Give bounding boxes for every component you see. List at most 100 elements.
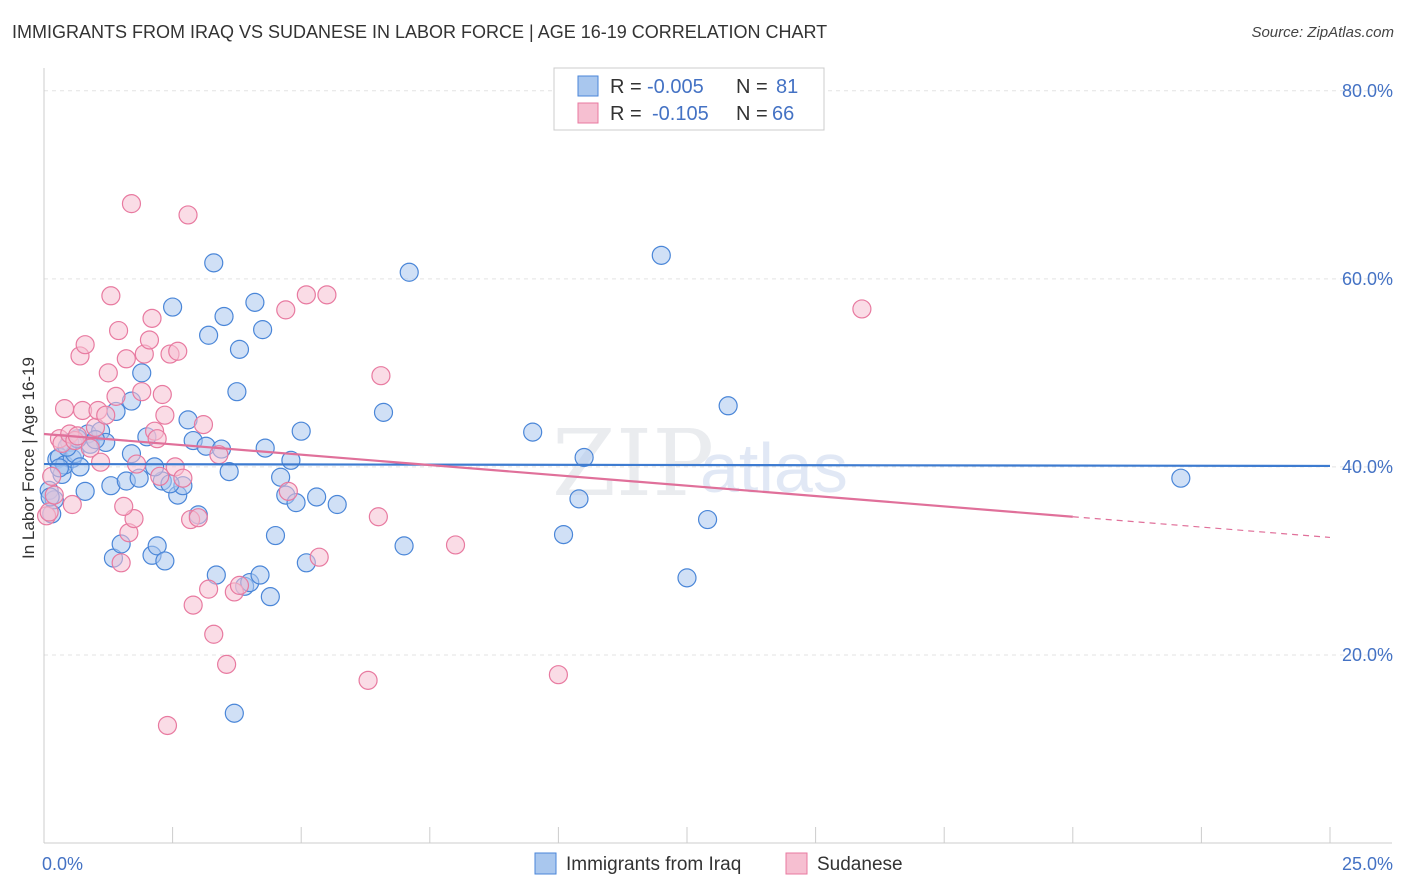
iraq-point-65	[651, 245, 671, 265]
stats-legend-box	[553, 67, 825, 131]
sudanese-point-19	[106, 386, 126, 406]
sudanese-point-16	[96, 405, 116, 425]
legend-iraq-swatch	[577, 75, 599, 97]
sudanese-point-52	[278, 481, 298, 501]
iraq-point-56	[307, 487, 327, 507]
sudanese-point-62	[42, 466, 62, 486]
iraq-point-35	[204, 253, 224, 273]
sudanese-point-2	[44, 485, 64, 505]
iraq-point-37	[214, 306, 234, 327]
iraq-point-34	[199, 325, 219, 345]
x-tick-labels: 0.0% 25.0%	[42, 854, 1393, 874]
sudanese-point-21	[111, 553, 131, 573]
iraq-point-58	[373, 402, 394, 422]
bottom-legend-iraq-label: Immigrants from Iraq	[566, 854, 741, 875]
sudanese-point-38	[168, 341, 188, 361]
y-tick-labels: 20.0% 40.0% 60.0% 80.0%	[1342, 81, 1393, 665]
iraq-point-49	[265, 525, 286, 546]
sudanese-point-5	[54, 399, 75, 419]
iraq-point-38	[219, 462, 239, 482]
sudanese-point-44	[193, 414, 214, 435]
sudanese-point-65	[155, 405, 175, 425]
series-sudanese-points	[36, 194, 872, 736]
sudanese-point-42	[183, 595, 203, 615]
sudanese-point-48	[217, 654, 237, 674]
iraq-point-48	[260, 587, 280, 607]
sudanese-point-46	[204, 624, 224, 644]
sudanese-point-40	[178, 205, 198, 225]
iraq-point-69	[1171, 468, 1191, 488]
y-tick-label-2: 60.0%	[1342, 269, 1393, 289]
legend-iraq-n-label: N =	[736, 76, 768, 98]
iraq-point-61	[523, 422, 543, 442]
iraq-point-10	[70, 457, 90, 477]
iraq-point-66	[677, 568, 697, 588]
sudanese-point-33	[150, 466, 170, 486]
chart-title: IMMIGRANTS FROM IRAQ VS SUDANESE IN LABO…	[12, 22, 828, 42]
iraq-point-54	[291, 421, 311, 441]
sudanese-point-25	[124, 509, 144, 529]
sudanese-point-35	[157, 715, 178, 736]
x-tick-label-1: 25.0%	[1342, 854, 1393, 874]
sudanese-point-51	[276, 300, 296, 320]
sudanese-point-34	[152, 384, 172, 405]
trend-lines	[43, 432, 1331, 539]
stats-legend: R = -0.005 N = 81 R = -0.105 N = 66	[553, 67, 825, 131]
sudanese-point-20	[108, 320, 129, 341]
sudanese-point-29	[139, 330, 160, 350]
trend-line-sudanese	[43, 432, 1073, 518]
iraq-point-68	[718, 396, 738, 416]
legend-sudanese-r-label: R =	[610, 103, 642, 125]
iraq-point-40	[227, 382, 247, 402]
y-tick-label-1: 40.0%	[1342, 457, 1393, 477]
sudanese-point-56	[358, 670, 378, 690]
iraq-point-41	[229, 339, 250, 359]
source-label: Source: ZipAtlas.com	[1251, 24, 1394, 41]
iraq-point-47	[255, 438, 275, 458]
iraq-point-44	[245, 292, 265, 312]
y-tick-label-3: 80.0%	[1342, 81, 1393, 101]
iraq-point-62	[553, 524, 574, 545]
sudanese-point-50	[229, 575, 250, 595]
legend-iraq-r-label: R =	[610, 76, 642, 98]
sudanese-point-11	[75, 335, 95, 355]
iraq-point-22	[132, 363, 152, 383]
sudanese-point-39	[173, 468, 193, 488]
legend-sudanese-swatch	[577, 102, 599, 124]
sudanese-point-55	[317, 285, 337, 305]
sudanese-point-60	[548, 665, 569, 685]
sudanese-point-43	[188, 508, 208, 528]
iraq-point-46	[253, 320, 273, 340]
iraq-point-63	[569, 489, 589, 509]
bottom-legend-sudanese-label: Sudanese	[817, 854, 903, 875]
bottom-legend-iraq-swatch	[534, 852, 557, 875]
legend-iraq-r-value: -0.005	[647, 76, 704, 98]
iraq-point-60	[399, 262, 419, 282]
iraq-point-59	[394, 536, 414, 556]
y-tick-label-0: 20.0%	[1342, 645, 1393, 665]
trend-line-sudanese-dashed	[1072, 516, 1331, 539]
sudanese-point-24	[121, 194, 142, 214]
legend-sudanese-n-label: N =	[736, 103, 768, 125]
sudanese-point-59	[445, 535, 466, 555]
iraq-point-28	[163, 297, 183, 317]
sudanese-point-45	[199, 579, 219, 599]
trend-line-iraq	[43, 462, 1331, 468]
sudanese-point-7	[62, 494, 82, 515]
iraq-point-45	[250, 565, 270, 585]
sudanese-point-54	[309, 547, 329, 567]
iraq-point-39	[224, 703, 244, 723]
sudanese-point-17	[98, 363, 118, 383]
sudanese-point-64	[114, 496, 134, 516]
sudanese-point-57	[368, 507, 388, 527]
axes	[43, 68, 1392, 844]
iraq-point-25	[147, 536, 167, 556]
iraq-point-11	[75, 481, 95, 501]
sudanese-point-15	[90, 452, 111, 472]
sudanese-point-61	[852, 299, 872, 319]
sudanese-point-27	[132, 382, 152, 402]
iraq-point-27	[155, 551, 175, 571]
iraq-point-67	[697, 509, 718, 530]
sudanese-point-22	[116, 349, 136, 369]
watermark: ZIP atlas	[552, 410, 848, 517]
